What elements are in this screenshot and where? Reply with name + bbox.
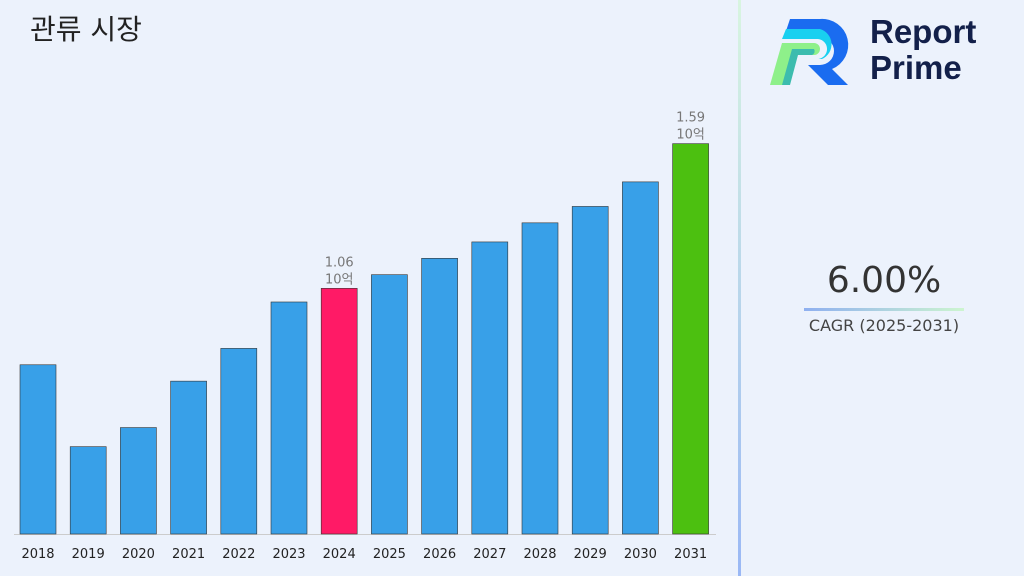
bar-2028 — [521, 222, 559, 535]
data-label-unit: 10억 — [325, 272, 354, 287]
data-label-value: 1.06 — [325, 255, 354, 270]
divider — [738, 0, 741, 576]
x-tick-label: 2028 — [523, 547, 556, 562]
cagr-label: CAGR (2025-2031) — [808, 316, 960, 335]
x-tick-label: 2018 — [21, 547, 54, 562]
x-tick-label: 2024 — [323, 547, 356, 562]
x-tick-label: 2022 — [222, 547, 255, 562]
chart-title: 관류 시장 — [30, 13, 142, 46]
x-tick-label: 2026 — [423, 547, 456, 562]
x-tick-label: 2029 — [574, 547, 607, 562]
brand-name-line2: Prime — [870, 49, 962, 86]
bar-2021 — [170, 380, 207, 535]
brand-name-line1: Report — [870, 13, 977, 50]
cagr-value: 6.00% — [826, 260, 942, 301]
bar-2031 — [672, 143, 709, 535]
report-prime-logo: Report Prime — [768, 14, 976, 86]
x-tick-label: 2031 — [674, 547, 707, 562]
logo-icon — [770, 18, 849, 85]
bar-2030 — [622, 181, 659, 535]
x-tick-label: 2019 — [72, 547, 105, 562]
data-label-value: 1.59 — [676, 111, 705, 126]
data-label-unit: 10억 — [676, 128, 705, 143]
x-tick-label: 2020 — [122, 547, 155, 562]
x-tick-label: 2027 — [473, 547, 506, 562]
bar-2029 — [571, 206, 609, 535]
x-tick-label: 2025 — [373, 547, 406, 562]
x-tick-label: 2021 — [172, 547, 205, 562]
x-tick-label: 2023 — [272, 547, 305, 562]
bar-2023 — [270, 301, 308, 535]
x-tick-label: 2030 — [624, 547, 657, 562]
bar-2018 — [19, 364, 57, 535]
bar-chart: 2018 2019 2020 2021 2022 2023 2024 2025 2026 2027… — [14, 111, 716, 562]
bar-2027 — [471, 241, 509, 535]
bar-2024 — [320, 288, 358, 535]
bar-2020 — [120, 427, 157, 535]
bar-2022 — [220, 348, 258, 535]
cagr-underline — [804, 308, 964, 311]
bar-2025 — [371, 274, 408, 535]
bar-2026 — [421, 258, 458, 535]
bar-2019 — [69, 446, 107, 535]
